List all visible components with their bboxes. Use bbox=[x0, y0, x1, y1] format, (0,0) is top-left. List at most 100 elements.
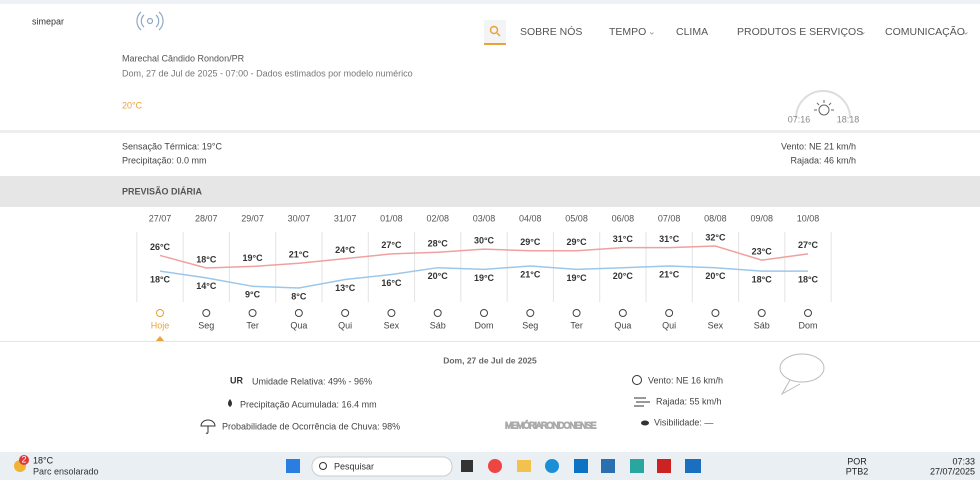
forecast-date: 06/08 bbox=[612, 213, 635, 223]
nav-item[interactable]: SOBRE NÓS bbox=[520, 25, 582, 38]
layout[interactable]: PTB2 bbox=[846, 466, 869, 476]
nav-item[interactable]: COMUNICAÇÃO bbox=[885, 25, 965, 38]
weekday: Ter bbox=[570, 320, 583, 330]
weekday: Qua bbox=[290, 320, 307, 330]
weekday: Qua bbox=[614, 320, 631, 330]
ur-tag: UR bbox=[230, 375, 243, 385]
max-label: 23°C bbox=[752, 247, 773, 257]
nav-item[interactable]: CLIMA bbox=[676, 26, 708, 38]
max-label: 19°C bbox=[243, 253, 264, 263]
detail-date: Dom, 27 de Jul de 2025 bbox=[443, 355, 537, 365]
max-line bbox=[159, 245, 809, 269]
feels-like: Sensação Térmica: 19°C bbox=[122, 141, 222, 151]
current-temp: 20°C bbox=[122, 100, 143, 110]
weather-icon bbox=[294, 309, 303, 317]
forecast-date: 28/07 bbox=[195, 213, 218, 223]
rain: Precipitação Acumulada: 16.4 mm bbox=[240, 399, 377, 409]
svg-text:⌄: ⌄ bbox=[648, 26, 656, 36]
min-label: 13°C bbox=[335, 283, 356, 293]
forecast-date: 29/07 bbox=[241, 213, 264, 223]
visibility: Visibilidade: — bbox=[654, 417, 713, 427]
min-label: 16°C bbox=[381, 278, 402, 288]
forecast-date: 02/08 bbox=[426, 213, 449, 223]
forecast-date: 08/08 bbox=[704, 213, 727, 223]
start-button[interactable] bbox=[286, 459, 300, 473]
weather-icon bbox=[341, 309, 350, 317]
max-label: 27°C bbox=[798, 240, 819, 250]
weather-icon bbox=[387, 309, 396, 317]
min-label: 8°C bbox=[291, 291, 307, 301]
sun-gauge bbox=[795, 90, 851, 119]
weather-icon bbox=[526, 309, 535, 317]
sunset: 18:18 bbox=[837, 114, 860, 124]
wind: Vento: NE 21 km/h bbox=[781, 141, 856, 151]
min-label: 9°C bbox=[245, 290, 261, 300]
section-title: PREVISÃO DIÁRIA bbox=[122, 186, 203, 196]
weather-icon bbox=[480, 309, 488, 317]
rain-prob: Probabilidade de Ocorrência de Chuva: 98… bbox=[222, 421, 400, 431]
min-label: 18°C bbox=[752, 274, 773, 284]
forecast-date: 10/08 bbox=[797, 213, 820, 223]
forecast-date: 03/08 bbox=[473, 213, 496, 223]
weather-icon bbox=[618, 309, 627, 317]
watermark: MEMÓRIARONDONENSE bbox=[505, 420, 597, 430]
forecast-date: 27/07 bbox=[149, 213, 172, 223]
forecast-chart: 26°C 18°C 19°C 21°C 24°C 27°C 28°C 30°C 29°C 29°C… bbox=[136, 213, 832, 330]
nav-item[interactable]: PRODUTOS E SERVIÇOS bbox=[737, 26, 863, 38]
max-label: 26°C bbox=[150, 242, 171, 252]
weekday: Sex bbox=[384, 320, 400, 330]
weather-icon bbox=[757, 309, 766, 317]
max-label: 32°C bbox=[705, 232, 726, 242]
weather-icon bbox=[156, 309, 164, 317]
taskbar-temp[interactable]: 18°C bbox=[33, 455, 54, 465]
forecast-date: 09/08 bbox=[750, 213, 773, 223]
weather-icon bbox=[572, 309, 581, 317]
weather-icon bbox=[804, 309, 812, 317]
gust: Rajada: 46 km/h bbox=[790, 155, 856, 165]
weather-icon bbox=[433, 309, 442, 317]
weekday: Dom bbox=[798, 320, 817, 330]
min-line bbox=[159, 265, 808, 289]
forecast-date: 07/08 bbox=[658, 213, 681, 223]
min-label: 21°C bbox=[659, 269, 680, 279]
max-label: 24°C bbox=[335, 245, 356, 255]
clock-date[interactable]: 27/07/2025 bbox=[930, 466, 975, 476]
search-placeholder: Pesquisar bbox=[334, 461, 374, 471]
min-label: 19°C bbox=[474, 273, 495, 283]
search-box[interactable] bbox=[311, 456, 453, 477]
min-label: 18°C bbox=[798, 274, 819, 284]
min-label: 14°C bbox=[196, 281, 217, 291]
logo-icon bbox=[136, 11, 164, 31]
forecast-date: 04/08 bbox=[519, 213, 542, 223]
forecast-date: 30/07 bbox=[288, 213, 311, 223]
clock-time[interactable]: 07:33 bbox=[952, 456, 975, 466]
weekday: Qui bbox=[662, 320, 676, 330]
weather-icon bbox=[202, 309, 211, 317]
taskbar-apps[interactable] bbox=[461, 459, 701, 473]
nav-item[interactable]: TEMPO bbox=[609, 26, 646, 38]
weekday: Sex bbox=[708, 320, 724, 330]
svg-text:⌄: ⌄ bbox=[962, 26, 970, 36]
weekday: Seg bbox=[198, 320, 214, 330]
min-label: 19°C bbox=[567, 273, 588, 283]
weekday: Dom bbox=[474, 320, 493, 330]
max-label: 29°C bbox=[520, 237, 541, 247]
forecast-date: 05/08 bbox=[565, 213, 588, 223]
max-label: 31°C bbox=[613, 234, 634, 244]
weekday: Qui bbox=[338, 320, 352, 330]
location-subtitle: Dom, 27 de Jul de 2025 - 07:00 - Dados e… bbox=[122, 68, 413, 78]
min-label: 20°C bbox=[613, 271, 634, 281]
max-label: 27°C bbox=[381, 240, 402, 250]
detail-gust: Rajada: 55 km/h bbox=[656, 396, 722, 406]
max-label: 29°C bbox=[567, 237, 588, 247]
max-label: 28°C bbox=[428, 239, 449, 249]
taskbar-weather[interactable]: Parc ensolarado bbox=[33, 466, 99, 476]
forecast-date: 31/07 bbox=[334, 213, 357, 223]
search-button[interactable] bbox=[484, 20, 506, 44]
lang[interactable]: POR bbox=[847, 456, 867, 466]
logo[interactable]: simepar bbox=[32, 16, 64, 26]
location-title: Marechal Cândido Rondon/PR bbox=[122, 53, 245, 63]
min-label: 21°C bbox=[520, 269, 541, 279]
